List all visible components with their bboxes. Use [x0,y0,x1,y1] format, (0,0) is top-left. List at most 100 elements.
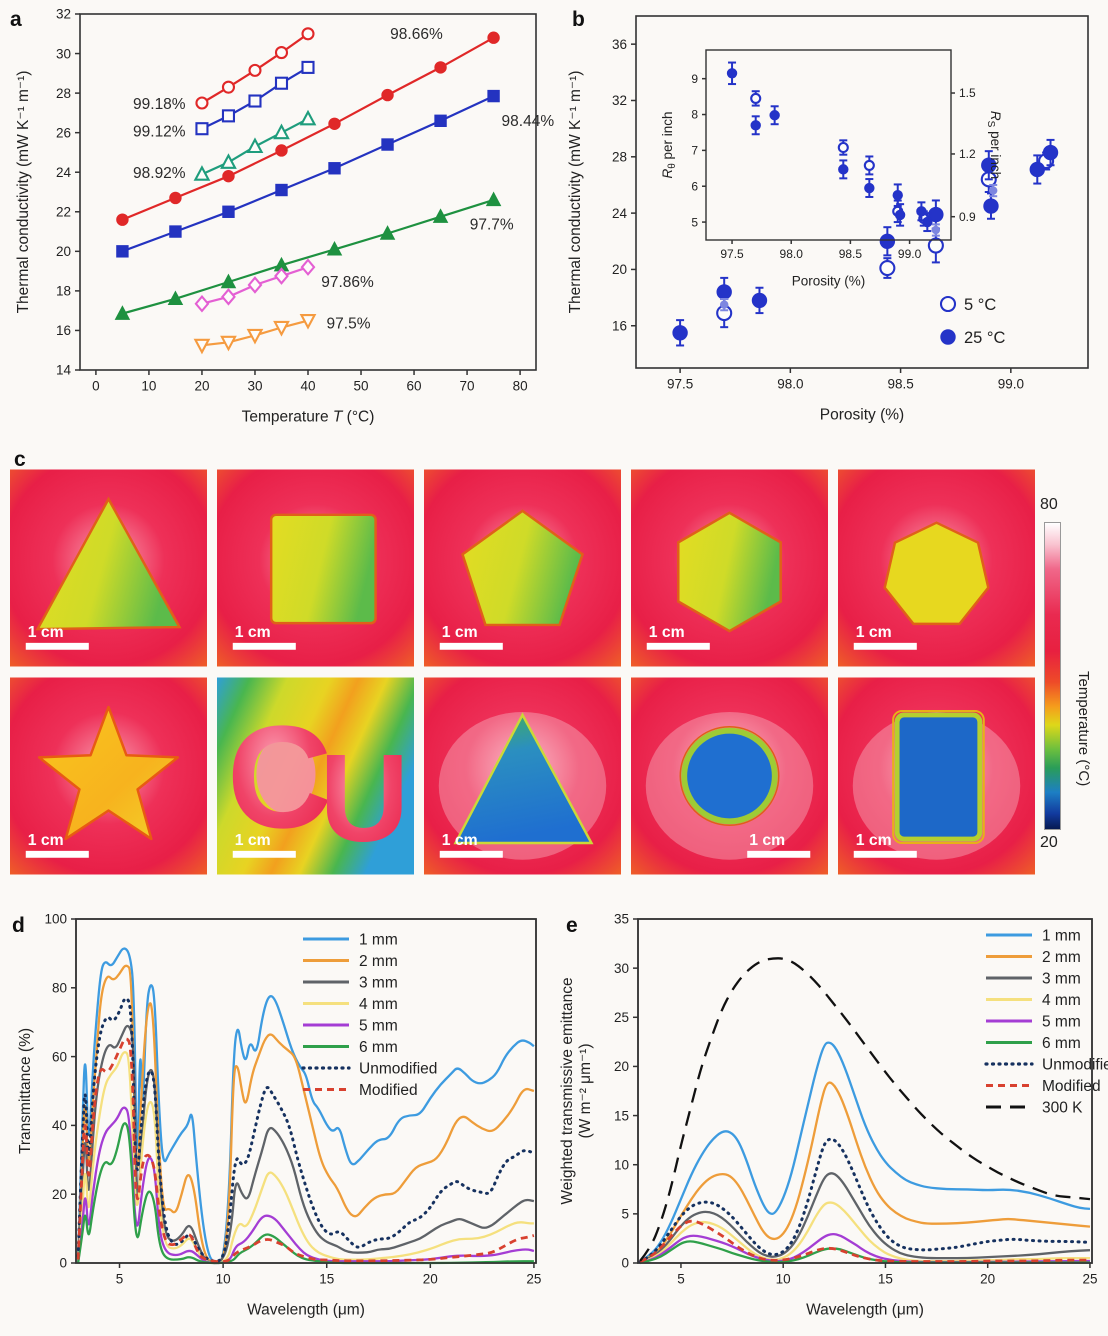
svg-text:20: 20 [612,262,627,277]
svg-text:60: 60 [407,379,422,394]
series-99.12% [195,60,315,136]
svg-text:28: 28 [56,86,71,101]
svg-text:5 mm: 5 mm [1042,1014,1081,1031]
curve-2 mm [639,1081,1091,1264]
svg-text:Modified: Modified [1042,1078,1101,1095]
scale-bar [232,850,296,858]
panel-a-chart: 0 10 20 30 40 50 60 70 80 14 16 18 20 22 24 26 28 30 32 Tem… [15,7,554,426]
y-axis-label-right: RS per inch [985,111,1003,179]
svg-text:20: 20 [423,1272,438,1287]
panel-label-a: a [10,8,22,31]
thermal-image-hexagon: 1 cm [631,468,828,668]
panel-label-c: c [14,448,26,471]
x-axis-label: Wavelength (μm) [247,1302,365,1319]
svg-text:Unmodified: Unmodified [1042,1057,1108,1074]
curve-Unmodified [76,997,536,1263]
svg-text:14: 14 [56,363,72,378]
svg-text:20: 20 [980,1272,995,1287]
svg-text:28: 28 [612,150,627,165]
curve-3 mm [76,1024,535,1265]
legend: 5 °C 25 °C [939,295,1006,347]
svg-text:Modified: Modified [359,1082,418,1099]
panel-e-chart: 5 10 15 20 25 0 5 10 15 20 25 30 35 Wavelength (μm) We… [559,912,1108,1319]
scale-bar-label: 1 cm [856,624,892,641]
svg-text:99.18%: 99.18% [133,96,186,113]
svg-text:40: 40 [52,1118,67,1133]
series-97.7% [114,191,502,320]
scale-bar [853,642,917,650]
scale-bar-label: 1 cm [749,832,785,849]
svg-text:6 mm: 6 mm [1042,1035,1081,1052]
letter-c: C [227,695,332,858]
scale-bar [232,642,296,650]
x-axis: 5 10 15 20 25 [116,1263,541,1287]
svg-text:5 mm: 5 mm [359,1018,398,1035]
scatter-solid [726,61,933,233]
svg-text:16: 16 [56,323,71,338]
y-axis: 0 5 10 15 20 25 30 35 [614,912,638,1271]
svg-text:60: 60 [52,1049,67,1064]
thermal-image-square: 1 cm [217,468,414,668]
svg-text:99.0: 99.0 [898,247,922,261]
y-axis-label: Weighted transmissive emittance [559,977,576,1204]
svg-text:98.66%: 98.66% [390,26,443,43]
scale-bar-label: 1 cm [235,624,271,641]
x-axis: 5 10 15 20 25 [677,1263,1097,1287]
series-97.86% [194,258,316,313]
svg-text:4 mm: 4 mm [1042,992,1081,1009]
colorbar-axis-label: Temperature (°C) [1075,671,1092,787]
svg-text:36: 36 [612,37,627,52]
svg-text:5: 5 [677,1272,685,1287]
svg-text:7: 7 [691,144,698,158]
scale-bar [646,642,710,650]
svg-text:10: 10 [776,1272,791,1287]
svg-text:20: 20 [56,244,71,259]
curve-6 mm [639,1240,1090,1265]
svg-text:98.5: 98.5 [887,377,913,392]
y-axis-label: Transmittance (%) [17,1028,34,1154]
curve-2 mm [76,964,535,1265]
scale-bar [25,642,89,650]
colorbar-min-label: 20 [1040,834,1058,851]
svg-text:32: 32 [612,93,627,108]
svg-text:5: 5 [116,1272,124,1287]
svg-text:24: 24 [56,165,72,180]
y-axis: 5 6 7 8 9 0.9 1.2 1.5 [691,72,976,229]
scale-bar-label: 1 cm [856,832,892,849]
series-97.5% [193,314,317,355]
svg-text:98.5: 98.5 [839,247,863,261]
svg-text:35: 35 [614,912,629,927]
svg-text:6 mm: 6 mm [359,1039,398,1056]
svg-text:9: 9 [691,72,698,86]
svg-text:0: 0 [59,1256,67,1271]
series-98.44% [116,89,500,258]
temperature-colorbar: 80 20 Temperature (°C) [1040,496,1108,856]
scatter-faint [719,183,998,312]
svg-text:70: 70 [460,379,475,394]
panel-label-d: d [12,914,25,937]
y-axis: 0 20 40 60 80 100 [44,912,76,1271]
panel-d-chart: 5 10 15 20 25 0 20 40 60 80 100 Wavelength (μm) Tran… [17,912,541,1319]
svg-text:97.5%: 97.5% [327,316,371,333]
series-annotations: 99.18% 99.12% 98.92% 98.66% 98.44% 97.7% 97.86… [133,26,554,333]
svg-text:20: 20 [52,1187,67,1202]
scale-bar-label: 1 cm [442,624,478,641]
scale-bar-label: 1 cm [28,832,64,849]
svg-text:6: 6 [691,179,698,193]
svg-text:3 mm: 3 mm [1042,971,1081,988]
thermal-image-star: 1 cm [10,676,207,876]
svg-text:5 °C: 5 °C [964,296,996,314]
series-99.18% [195,27,315,110]
svg-text:1 mm: 1 mm [1042,928,1081,945]
x-axis-label: Porosity (%) [820,407,904,424]
svg-text:80: 80 [513,379,528,394]
svg-text:10: 10 [614,1157,629,1172]
thermal-image-heptagon: 1 cm [838,468,1035,668]
scale-bar [853,850,917,858]
thermal-image-triangle: 1 cm [10,468,207,668]
scale-bar-label: 1 cm [649,624,685,641]
svg-text:100: 100 [44,912,67,927]
svg-text:25: 25 [1082,1272,1097,1287]
